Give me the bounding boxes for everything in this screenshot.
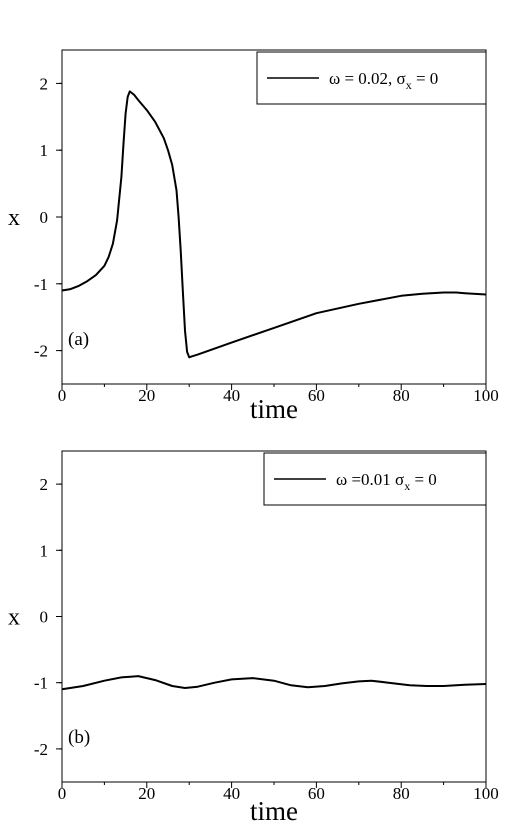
y-tick-label: -1 (34, 275, 48, 294)
x-axis-label: time (250, 796, 298, 826)
x-tick-label: 20 (138, 386, 155, 405)
legend: ω = 0.02, σx = 0 (256, 51, 487, 105)
panel-label: (b) (68, 727, 90, 748)
panel-label: (a) (68, 329, 89, 350)
y-axis-label: x (8, 605, 20, 631)
x-tick-label: 0 (58, 784, 67, 803)
x-tick-label: 0 (58, 386, 67, 405)
y-tick-label: 2 (40, 475, 49, 494)
x-tick-label: 100 (473, 386, 499, 405)
x-tick-label: 40 (223, 784, 240, 803)
y-tick-label: 1 (40, 541, 49, 560)
y-tick-label: 0 (40, 208, 49, 227)
series-line-0 (61, 675, 487, 691)
legend-label: ω =0.01 σx = 0 (336, 470, 437, 493)
x-tick-label: 80 (393, 784, 410, 803)
x-tick-label: 20 (138, 784, 155, 803)
y-tick-label: 2 (40, 74, 49, 93)
series-line-0 (61, 90, 487, 359)
chart-panel-a: 2 1 0 -1 -2 0 20 40 60 80 100 time x ω = 0.02, σx = 0… (8, 49, 499, 424)
legend: ω =0.01 σx = 0 (263, 452, 487, 506)
x-tick-label: 100 (473, 784, 499, 803)
y-tick-label: -2 (34, 342, 48, 361)
x-tick-label: 40 (223, 386, 240, 405)
y-tick-label: 0 (40, 608, 49, 627)
y-tick-label: -1 (34, 674, 48, 693)
chart-panel-b: 2 1 0 -1 -2 0 20 40 60 80 100 time x ω =0.01 σx = 0 (b… (8, 450, 499, 826)
x-tick-label: 60 (308, 784, 325, 803)
y-tick-label: -2 (34, 740, 48, 759)
x-axis-label: time (250, 394, 298, 424)
x-tick-label: 60 (308, 386, 325, 405)
x-tick-label: 80 (393, 386, 410, 405)
legend-label: ω = 0.02, σx = 0 (329, 69, 438, 92)
y-axis-label: x (8, 205, 20, 231)
y-tick-label: 1 (40, 141, 49, 160)
